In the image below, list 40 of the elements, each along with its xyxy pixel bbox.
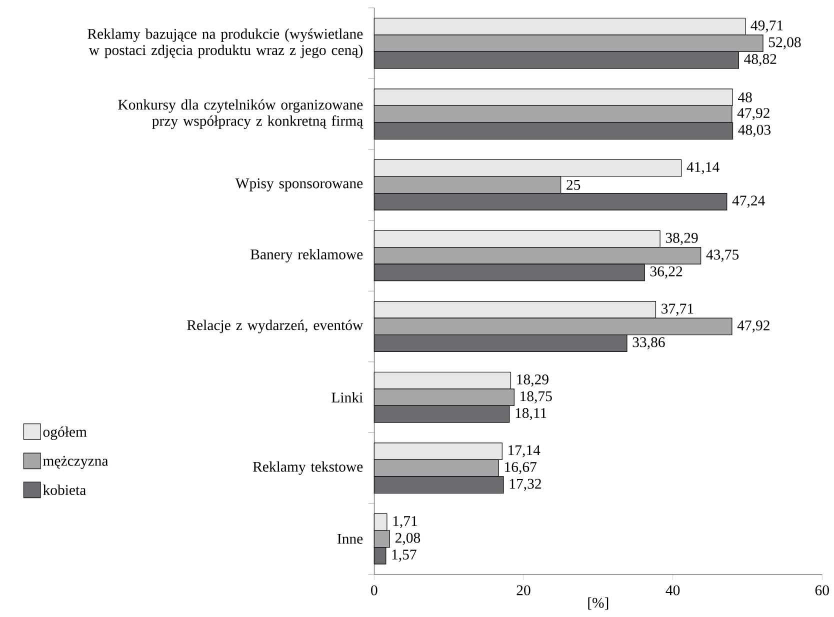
legend-label: kobieta [43,484,86,496]
y-tick-label: Banery reklamowe [250,249,363,263]
data-label: 17,14 [508,445,540,458]
data-label: 47,24 [732,196,765,208]
x-tick-label: 60 [815,585,829,596]
y-tick-label: Wpisy sponsorowane [235,178,363,192]
data-label: 16,67 [505,462,537,474]
data-label: 18,29 [517,374,548,387]
data-label: 18,11 [516,408,546,420]
data-label: 1,57 [392,550,416,562]
x-axis-title: [%] [588,598,608,610]
legend-label: mężczyzna [43,456,108,470]
y-tick-label: Reklamy bazujące na produkcie (wyświetlane w postaci zdjęcia produktu wraz z jego ceną) [88,28,363,58]
y-tick-label: Reklamy tekstowe [253,462,363,475]
x-tick-label: 20 [516,585,530,596]
data-label: 48 [738,92,752,102]
data-label: 38,29 [666,233,698,246]
data-label: 2,08 [395,532,420,546]
legend-label: ogółem [43,426,87,440]
data-label: 48,03 [738,124,771,138]
y-tick-label: Relacje z wydarzeń, eventów [187,320,364,334]
data-label: 36,22 [650,266,682,279]
data-label: 43,75 [706,250,739,262]
data-label: 49,71 [750,20,783,33]
data-label: 33,86 [632,337,665,350]
data-label: 41,14 [686,162,720,174]
y-tick-label: Inne [337,534,363,544]
data-label: 52,08 [769,37,801,50]
y-tick-label: Konkursy dla czytelników organizowane przy współpracy z konkretną firmą [118,99,364,130]
data-label: 47,92 [737,108,770,120]
data-label: 1,71 [393,516,417,528]
data-label: 37,71 [662,304,694,316]
y-tick-label: Linki [332,392,363,403]
data-label: 48,82 [744,54,776,66]
x-tick-label: 40 [666,585,680,596]
data-label: 47,92 [737,320,770,333]
data-label: 17,32 [510,478,541,492]
data-label: 18,75 [520,391,552,404]
data-label: 25 [566,180,580,190]
x-tick-label: 0 [371,585,378,596]
